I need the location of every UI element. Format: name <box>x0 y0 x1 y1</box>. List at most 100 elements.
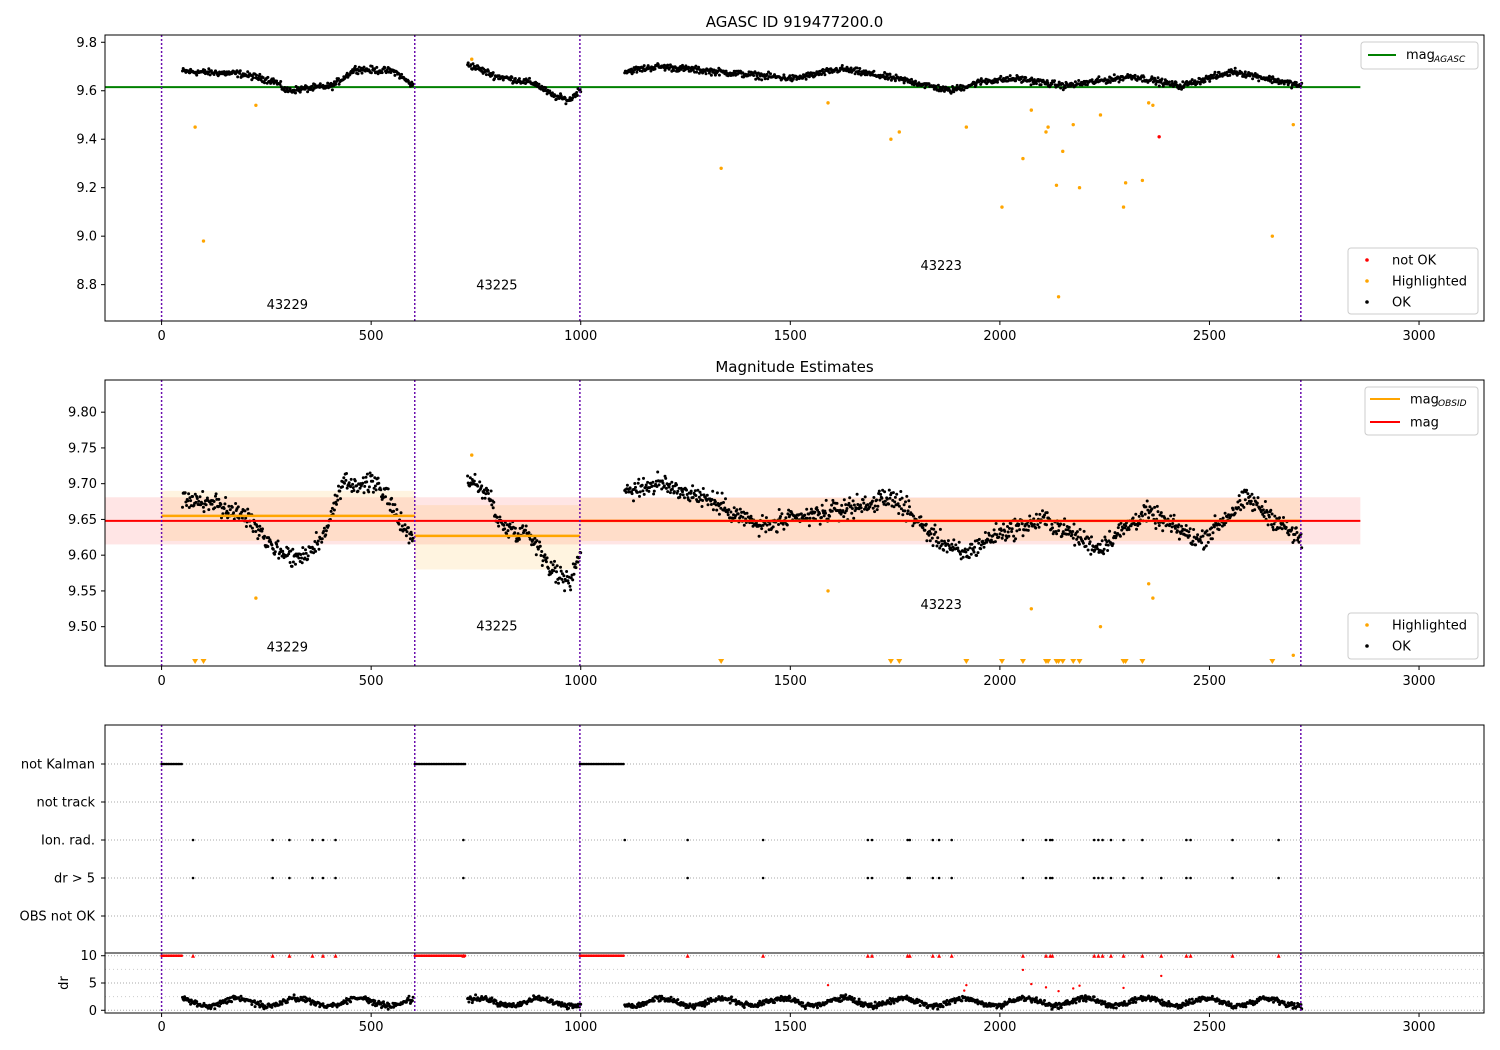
dr-point <box>1282 1000 1286 1004</box>
data-point-ok <box>324 529 328 533</box>
dr-flag-point <box>1188 953 1193 958</box>
data-point-ok <box>1012 534 1016 538</box>
dr-outlier-point <box>1078 984 1081 987</box>
data-point-ok <box>1208 533 1212 537</box>
data-point-ok <box>1030 524 1034 528</box>
data-point-ok <box>1000 529 1003 532</box>
data-point-ok <box>255 525 259 528</box>
dr-flag-point <box>761 953 766 958</box>
data-point-ok <box>1248 494 1252 498</box>
data-point-ok <box>1008 526 1011 530</box>
data-point-ok <box>820 503 824 507</box>
data-point-ok <box>987 533 991 537</box>
data-point-ok <box>904 500 907 504</box>
data-point-ok <box>306 557 310 561</box>
legend-label: OK <box>1392 640 1411 655</box>
data-point-ok <box>559 94 563 98</box>
data-point-ok <box>897 512 901 515</box>
data-point-ok <box>1275 517 1279 521</box>
data-point-ok <box>567 581 571 585</box>
data-point-ok <box>365 472 369 476</box>
data-point-ok <box>818 512 821 515</box>
dr-point <box>1000 1006 1003 1010</box>
dr-point <box>1114 1006 1118 1010</box>
data-point-ok <box>1146 508 1150 512</box>
data-point-ok <box>782 527 786 531</box>
data-point-ok <box>1098 542 1102 546</box>
flag-point <box>870 838 874 842</box>
data-point-highlighted <box>1146 582 1151 586</box>
data-point-ok <box>768 522 772 526</box>
data-point-ok <box>723 506 727 510</box>
data-point-highlighted <box>1000 205 1004 209</box>
data-point-highlighted <box>1061 149 1065 154</box>
obsid-label: 43225 <box>476 278 517 293</box>
data-point-ok <box>957 540 961 544</box>
data-point-ok <box>540 564 544 567</box>
dr-flag-point <box>310 953 315 958</box>
flag-point <box>462 838 465 842</box>
dr-flag-point <box>907 953 912 958</box>
data-point-ok <box>1122 532 1126 536</box>
data-point-ok <box>1003 529 1007 533</box>
data-point-ok <box>738 507 742 511</box>
data-point-ok <box>270 543 274 547</box>
data-point-ok <box>932 527 936 531</box>
data-point-ok <box>575 94 579 97</box>
dr-outlier-point <box>963 989 966 992</box>
data-point-ok <box>873 504 877 508</box>
data-point-ok <box>1174 81 1178 84</box>
data-point-ok <box>1160 77 1164 81</box>
data-point-ok <box>207 67 211 71</box>
data-point-highlighted <box>1270 234 1275 238</box>
data-point-ok <box>862 501 866 505</box>
data-point-ok <box>1187 530 1191 534</box>
data-point-highlighted <box>889 137 893 141</box>
data-point-ok <box>982 545 986 549</box>
data-point-ok <box>757 77 761 81</box>
flag-row-label: dr > 5 <box>54 872 95 887</box>
data-point-ok <box>223 502 227 506</box>
data-point-ok <box>757 534 761 538</box>
dr-flag-points <box>160 953 1281 958</box>
data-point-ok <box>1270 523 1273 527</box>
data-point-ok <box>248 524 252 528</box>
flag-point <box>288 838 291 842</box>
data-point-ok <box>516 532 520 536</box>
dr-point <box>1059 1006 1063 1010</box>
data-point-ok <box>938 527 942 531</box>
data-point-ok <box>1137 514 1141 518</box>
data-point-ok <box>1077 542 1081 546</box>
data-point-ok <box>1153 505 1157 509</box>
data-point-ok <box>983 531 987 534</box>
data-point-ok <box>1278 516 1281 520</box>
y-tick-label: 8.8 <box>76 278 97 293</box>
data-point-ok <box>571 96 575 100</box>
data-point-ok <box>664 476 668 480</box>
data-point-ok <box>505 523 509 527</box>
legend-bottom-box <box>1347 247 1479 315</box>
dr-point <box>285 1000 289 1004</box>
dr-outlier-point <box>1122 986 1125 990</box>
data-point-highlighted-offscale <box>1019 659 1026 664</box>
data-point-ok <box>236 505 240 509</box>
data-point-ok <box>353 479 357 483</box>
data-point-ok <box>1170 525 1174 529</box>
data-point-ok <box>691 496 695 499</box>
data-point-ok <box>392 509 396 513</box>
data-point-ok <box>709 503 713 506</box>
dr-point <box>1188 998 1191 1002</box>
data-point-ok <box>257 533 261 537</box>
data-point-ok <box>291 560 295 564</box>
data-point-ok <box>300 556 303 560</box>
dr-point <box>1251 999 1255 1003</box>
dr-point <box>728 1001 732 1005</box>
data-point-ok <box>766 77 770 81</box>
data-point-ok <box>1102 547 1106 551</box>
data-point-ok <box>656 63 660 67</box>
dr-point <box>960 999 964 1003</box>
data-point-ok <box>1050 82 1054 86</box>
y-tick-label: 9.2 <box>76 181 97 196</box>
data-point-ok <box>244 525 248 528</box>
